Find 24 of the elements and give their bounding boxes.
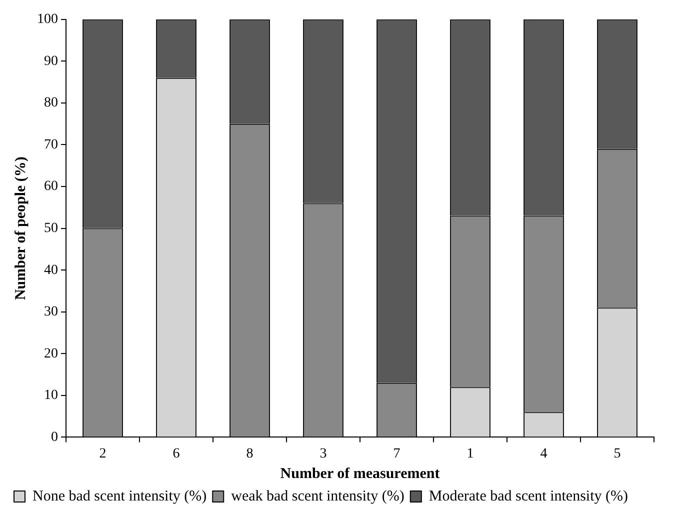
x-tick-label: 1	[466, 446, 474, 462]
legend-label: Moderate bad scent intensity (%)	[428, 488, 628, 504]
y-tick-label: 70	[44, 137, 58, 152]
y-tick-label: 50	[44, 220, 58, 236]
y-tick-label: 10	[44, 388, 58, 404]
x-tick-label: 2	[99, 446, 106, 462]
x-tick-label: 7	[393, 446, 400, 462]
x-tick-label: 6	[172, 446, 180, 462]
legend-label: None bad scent intensity (%)	[32, 488, 207, 504]
y-tick-label: 20	[44, 346, 58, 362]
y-tick-label: 100	[37, 12, 58, 28]
y-tick-label: 60	[44, 179, 58, 194]
y-tick-label: 80	[44, 96, 58, 111]
x-tick-label: 4	[540, 446, 548, 462]
y-tick-label: 0	[51, 430, 58, 445]
x-axis-title: Number of measurement	[280, 466, 440, 482]
y-axis-title: Number of people (%)	[12, 156, 29, 300]
y-tick-label: 30	[44, 304, 58, 320]
y-tick-label: 90	[44, 54, 58, 69]
y-tick-label: 40	[44, 262, 58, 278]
x-tick-label: 8	[246, 446, 254, 462]
legend-label: weak bad scent intensity (%)	[231, 488, 404, 504]
x-tick-label: 5	[614, 446, 621, 462]
x-tick-label: 3	[320, 446, 327, 462]
